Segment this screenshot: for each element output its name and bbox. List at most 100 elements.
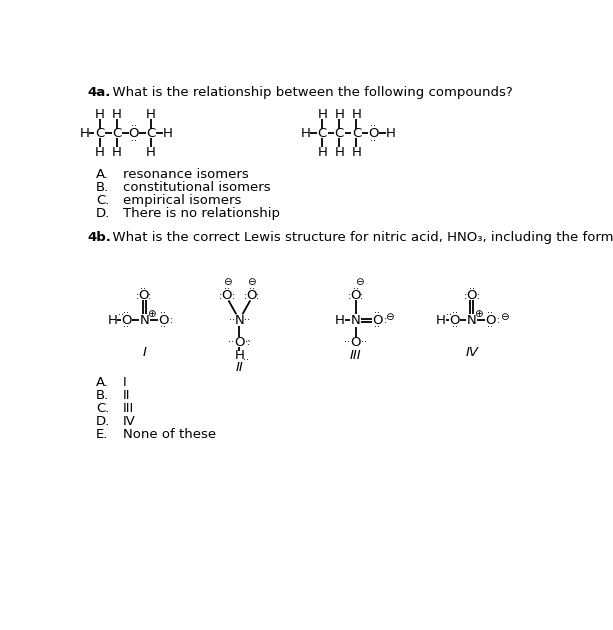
Text: :: : (348, 291, 351, 301)
Text: D.: D. (96, 207, 110, 220)
Text: ··: ·· (375, 309, 380, 319)
Text: H: H (386, 127, 395, 140)
Text: :: : (170, 316, 173, 326)
Text: C: C (95, 127, 104, 140)
Text: :: : (464, 291, 467, 301)
Text: N: N (351, 314, 360, 327)
Text: ··: ·· (131, 121, 137, 130)
Text: :: : (135, 291, 139, 301)
Text: ⊕: ⊕ (147, 309, 156, 319)
Text: :: : (384, 316, 387, 326)
Text: H: H (163, 127, 173, 140)
Text: III: III (123, 402, 134, 415)
Text: C.: C. (96, 194, 109, 207)
Text: II: II (235, 361, 243, 374)
Text: O: O (246, 289, 257, 302)
Text: ··: ·· (245, 337, 251, 347)
Text: H: H (335, 146, 345, 159)
Text: O: O (351, 289, 361, 302)
Text: ··: ·· (161, 323, 166, 333)
Text: :: : (256, 291, 259, 301)
Text: III: III (350, 350, 362, 362)
Text: O: O (158, 314, 169, 327)
Text: H: H (112, 108, 122, 120)
Text: ⊖: ⊖ (386, 312, 394, 321)
Text: H: H (95, 108, 105, 120)
Text: ··: ·· (370, 121, 376, 130)
Text: ··: ·· (452, 323, 458, 333)
Text: C: C (352, 127, 361, 140)
Text: ··: ·· (361, 337, 367, 347)
Text: B.: B. (96, 181, 109, 194)
Text: A.: A. (96, 376, 109, 389)
Text: ⊖: ⊖ (500, 312, 509, 321)
Text: H: H (300, 127, 310, 140)
Text: ··: ·· (229, 316, 235, 326)
Text: II: II (123, 389, 131, 402)
Text: ··: ·· (370, 136, 376, 146)
Text: H: H (335, 108, 345, 120)
Text: H: H (234, 350, 245, 362)
Text: O: O (449, 314, 460, 327)
Text: H: H (351, 146, 361, 159)
Text: ··: ·· (228, 337, 234, 347)
Text: I: I (143, 346, 147, 359)
Text: I: I (123, 376, 127, 389)
Text: H: H (146, 108, 156, 120)
Text: O: O (368, 127, 379, 140)
Text: H: H (146, 146, 156, 159)
Text: N: N (140, 314, 150, 327)
Text: H: H (95, 146, 105, 159)
Text: ··: ·· (244, 316, 250, 326)
Text: D.: D. (96, 415, 110, 428)
Text: ··: ·· (352, 284, 359, 294)
Text: O: O (372, 314, 383, 327)
Text: H: H (351, 108, 361, 120)
Text: H: H (112, 146, 122, 159)
Text: ⊖: ⊖ (223, 277, 231, 287)
Text: 4a.: 4a. (88, 86, 111, 99)
Text: What is the relationship between the following compounds?: What is the relationship between the fol… (104, 86, 512, 99)
Text: H: H (318, 146, 327, 159)
Text: H: H (107, 314, 117, 327)
Text: O: O (121, 314, 131, 327)
Text: ··: ·· (249, 284, 255, 294)
Text: resonance isomers: resonance isomers (123, 168, 249, 181)
Text: C: C (335, 127, 344, 140)
Text: H: H (80, 127, 89, 140)
Text: ⊕: ⊕ (474, 309, 483, 319)
Text: E.: E. (96, 428, 109, 441)
Text: ··: ·· (446, 310, 452, 320)
Text: O: O (234, 336, 245, 348)
Text: :: : (476, 291, 480, 301)
Text: O: O (138, 289, 148, 302)
Text: ··: ·· (469, 284, 475, 294)
Text: :: : (247, 337, 250, 347)
Text: C: C (318, 127, 327, 140)
Text: None of these: None of these (123, 428, 216, 441)
Text: 4b.: 4b. (88, 231, 112, 244)
Text: C: C (147, 127, 156, 140)
Text: N: N (235, 314, 244, 327)
Text: H: H (318, 108, 327, 120)
Text: O: O (351, 336, 361, 348)
Text: ··: ·· (131, 136, 137, 146)
Text: What is the correct Lewis structure for nitric acid, HNO₃, including the formal : What is the correct Lewis structure for … (104, 231, 613, 244)
Text: ··: ·· (224, 284, 230, 294)
Text: ··: ·· (487, 309, 493, 319)
Text: ··: ·· (243, 355, 249, 365)
Text: ··: ·· (118, 310, 124, 320)
Text: constitutional isomers: constitutional isomers (123, 181, 271, 194)
Text: ⊖: ⊖ (248, 277, 256, 287)
Text: There is no relationship: There is no relationship (123, 207, 280, 220)
Text: ··: ·· (161, 309, 166, 319)
Text: ··: ·· (487, 323, 493, 333)
Text: O: O (129, 127, 139, 140)
Text: :: : (244, 291, 247, 301)
Text: :: : (232, 291, 235, 301)
Text: H: H (436, 314, 446, 327)
Text: IV: IV (123, 415, 136, 428)
Text: H: H (335, 314, 345, 327)
Text: ··: ·· (123, 323, 129, 333)
Text: O: O (466, 289, 477, 302)
